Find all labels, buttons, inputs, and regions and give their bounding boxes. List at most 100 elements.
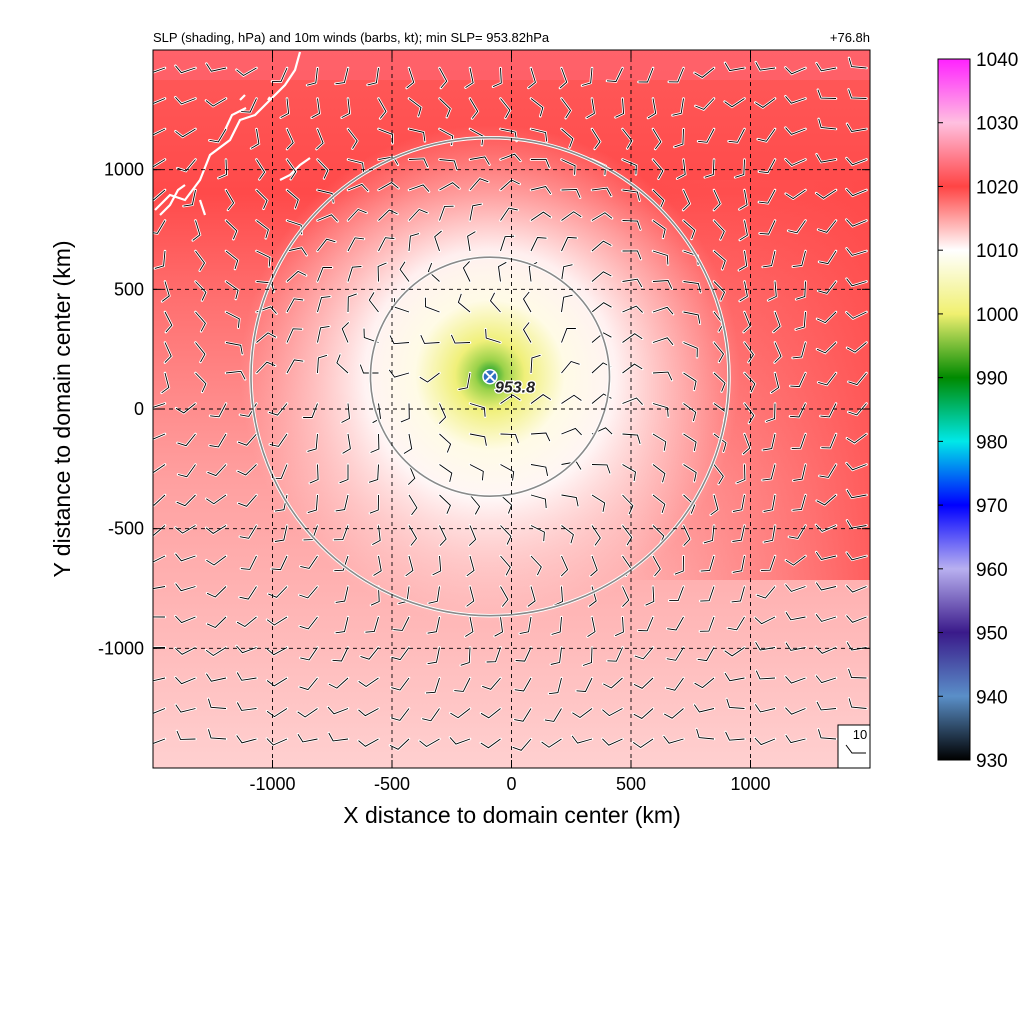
colorbar-tick-label: 1040 bbox=[976, 50, 1018, 71]
wind-barb bbox=[762, 433, 776, 451]
wind-barb bbox=[739, 281, 748, 302]
wind-barb bbox=[373, 555, 382, 576]
wind-barb bbox=[183, 189, 196, 207]
wind-barb bbox=[527, 586, 536, 607]
wind-barb bbox=[818, 281, 837, 294]
barb-reference-box: 10 bbox=[837, 724, 871, 769]
wind-barb bbox=[500, 98, 511, 119]
wind-barb bbox=[632, 738, 654, 749]
wind-barb bbox=[761, 555, 776, 571]
plot-area bbox=[153, 50, 870, 768]
wind-barb bbox=[378, 182, 399, 191]
wind-barb bbox=[408, 233, 420, 252]
wind-barb bbox=[674, 128, 684, 148]
wind-barb bbox=[586, 98, 595, 119]
wind-barb bbox=[530, 185, 552, 195]
wind-barb bbox=[713, 372, 726, 392]
wind-barb bbox=[205, 525, 227, 534]
wind-barb bbox=[205, 98, 227, 107]
y-tick-label: -1000 bbox=[98, 638, 144, 658]
wind-barb bbox=[177, 159, 196, 172]
x-axis-label: X distance to domain center (km) bbox=[343, 802, 680, 828]
wind-barb bbox=[408, 98, 422, 117]
wind-barb bbox=[551, 616, 562, 635]
wind-barb bbox=[207, 464, 227, 477]
wind-barb bbox=[622, 363, 643, 374]
wind-barb bbox=[652, 555, 661, 577]
wind-barb bbox=[206, 555, 227, 566]
wind-barb bbox=[177, 433, 196, 447]
wind-barb bbox=[652, 403, 669, 417]
wind-barb bbox=[297, 734, 318, 743]
wind-barb bbox=[785, 127, 806, 135]
wind-barb bbox=[237, 464, 257, 476]
wind-barb bbox=[785, 642, 806, 651]
wind-barb bbox=[175, 615, 196, 624]
wind-barb bbox=[347, 208, 367, 221]
wind-barb bbox=[176, 494, 196, 507]
wind-barb bbox=[175, 676, 196, 685]
wind-barb bbox=[591, 212, 613, 221]
wind-barb bbox=[391, 677, 410, 691]
wind-barb bbox=[755, 670, 776, 680]
wind-barb bbox=[469, 178, 489, 191]
wind-barb bbox=[439, 67, 448, 89]
wind-barb bbox=[602, 738, 623, 746]
wind-barb bbox=[419, 738, 440, 748]
wind-barb bbox=[725, 731, 745, 741]
wind-barb bbox=[391, 647, 410, 661]
wind-barb bbox=[652, 494, 666, 514]
wind-barb bbox=[758, 189, 776, 204]
wind-barb bbox=[225, 311, 240, 328]
wind-barb bbox=[530, 494, 547, 509]
wind-barb bbox=[791, 433, 806, 450]
wind-barb bbox=[439, 182, 460, 191]
wind-barb bbox=[300, 555, 318, 569]
wind-barb bbox=[195, 281, 207, 301]
wind-barb bbox=[153, 220, 166, 234]
wind-barb bbox=[439, 205, 454, 221]
wind-barb bbox=[369, 494, 379, 514]
wind-barb bbox=[676, 159, 686, 179]
wind-barb bbox=[815, 614, 837, 622]
wind-barb bbox=[724, 647, 745, 657]
wind-barb bbox=[816, 342, 837, 354]
wind-barb bbox=[848, 403, 867, 416]
wind-barb bbox=[665, 677, 684, 691]
wind-barb bbox=[154, 250, 166, 269]
wind-barb bbox=[622, 333, 643, 343]
wind-barb bbox=[286, 189, 299, 209]
wind-barb bbox=[153, 433, 166, 440]
wind-barb bbox=[726, 698, 745, 709]
wind-barb bbox=[480, 738, 501, 749]
wind-barb bbox=[427, 262, 440, 282]
wind-barb bbox=[652, 464, 666, 483]
colorbar-tick-label: 970 bbox=[976, 496, 1008, 517]
wind-barb bbox=[164, 311, 173, 333]
wind-barb bbox=[317, 325, 330, 343]
wind-barb bbox=[815, 675, 837, 684]
wind-barbs bbox=[153, 56, 868, 752]
wind-barb bbox=[286, 328, 303, 343]
wind-barb bbox=[192, 220, 201, 241]
wind-barb bbox=[587, 616, 596, 637]
wind-barb bbox=[815, 189, 837, 199]
wind-barb bbox=[789, 403, 806, 418]
wind-barb bbox=[175, 583, 196, 592]
wind-barb bbox=[561, 360, 580, 374]
wind-barb bbox=[153, 708, 166, 714]
wind-barb bbox=[449, 737, 471, 745]
wind-barb bbox=[480, 708, 501, 719]
wind-barb bbox=[622, 494, 634, 515]
wind-barb bbox=[469, 403, 486, 417]
wind-barb bbox=[792, 494, 806, 511]
wind-barb bbox=[299, 616, 318, 630]
barb-reference-label: 10 bbox=[853, 727, 867, 742]
wind-barb bbox=[770, 372, 780, 394]
wind-barb bbox=[176, 730, 196, 740]
wind-barb bbox=[785, 158, 806, 167]
wind-barb bbox=[236, 67, 257, 77]
wind-barb bbox=[432, 555, 442, 576]
wind-barb bbox=[561, 264, 573, 282]
